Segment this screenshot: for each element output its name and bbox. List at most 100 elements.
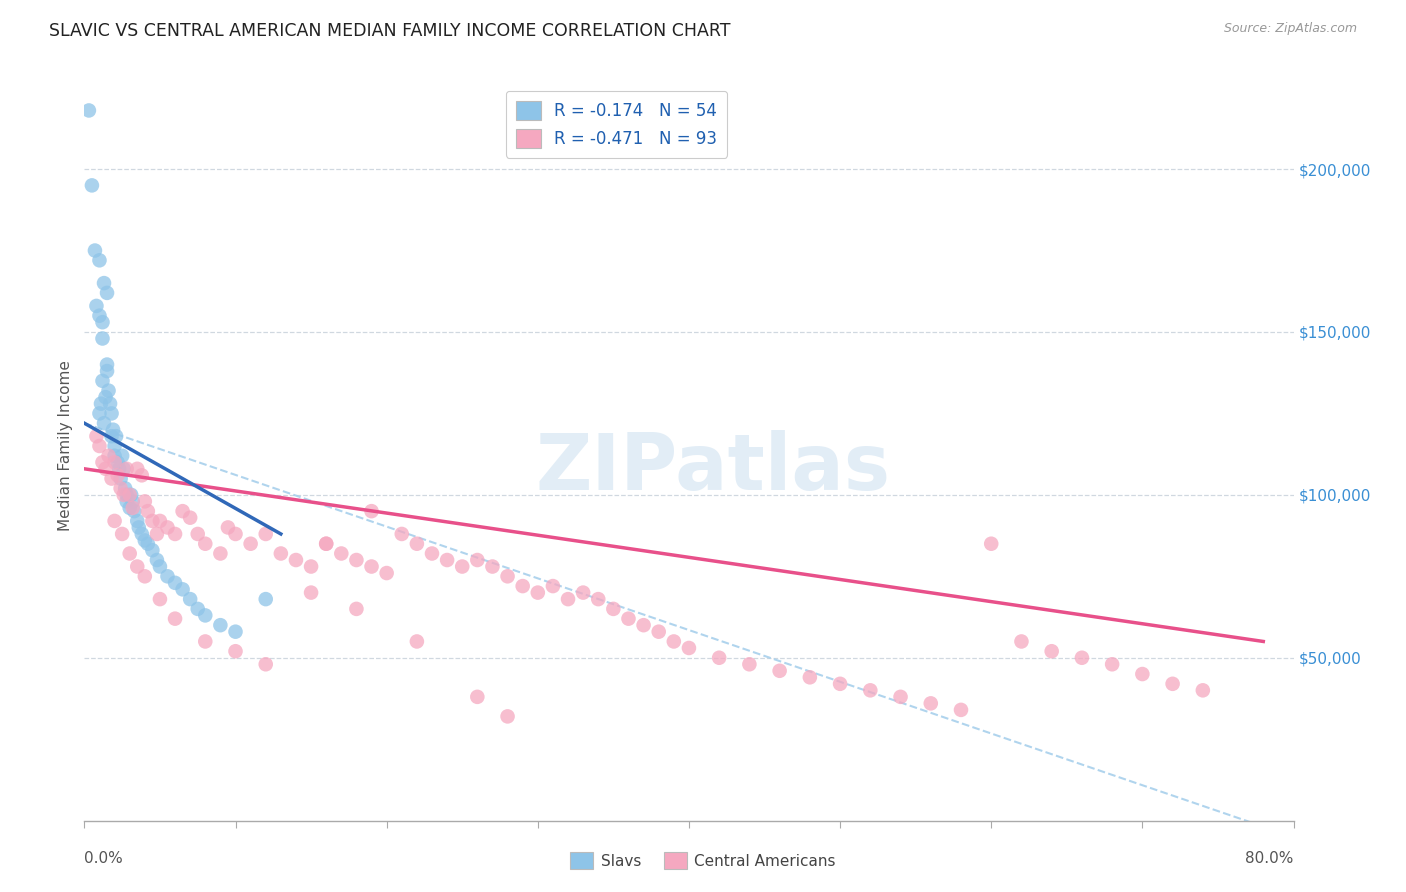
Point (187, 527, 209, 541)
Point (602, 602, 624, 616)
Point (107, 455, 129, 469)
Point (121, 494, 143, 508)
Point (1071, 650, 1094, 665)
Point (165, 612, 187, 626)
Point (146, 553, 169, 567)
Point (149, 559, 172, 574)
Point (165, 575, 187, 590)
Point (225, 527, 247, 541)
Point (112, 462, 135, 476)
Point (950, 703, 973, 717)
Point (96, 364, 118, 378)
Point (451, 559, 474, 574)
Point (209, 547, 232, 561)
Point (136, 504, 159, 518)
Point (127, 462, 149, 476)
Point (617, 612, 640, 626)
Point (194, 608, 217, 623)
Point (980, 537, 1002, 551)
Point (149, 592, 172, 607)
Point (346, 602, 368, 616)
Point (131, 527, 153, 541)
Point (80, 178, 103, 193)
Point (141, 514, 163, 528)
Point (299, 559, 322, 574)
Point (118, 500, 141, 515)
Point (86, 299, 108, 313)
Point (97, 384, 120, 398)
Point (1130, 667, 1153, 681)
Point (406, 537, 429, 551)
Point (1161, 677, 1184, 691)
Point (512, 579, 534, 593)
Point (467, 553, 489, 567)
Point (141, 543, 163, 558)
Point (110, 472, 132, 486)
Point (93, 276, 115, 290)
Point (120, 488, 142, 502)
Point (799, 670, 821, 684)
Point (360, 559, 382, 574)
Point (285, 553, 308, 567)
Point (254, 527, 277, 541)
Point (128, 520, 150, 534)
Point (194, 634, 217, 648)
Point (225, 624, 247, 639)
Point (360, 504, 382, 518)
Point (90, 397, 112, 411)
Point (84, 244, 107, 258)
Point (572, 585, 595, 599)
Point (146, 527, 169, 541)
Point (127, 514, 149, 528)
Point (436, 553, 458, 567)
Point (93, 416, 115, 430)
Point (104, 449, 127, 463)
Point (89, 309, 111, 323)
Point (89, 439, 111, 453)
Point (91, 331, 114, 345)
Point (100, 429, 122, 443)
Point (391, 527, 413, 541)
Point (209, 618, 232, 632)
Point (179, 592, 201, 607)
Point (406, 634, 429, 648)
Point (165, 527, 187, 541)
Point (420, 547, 443, 561)
Point (633, 618, 655, 632)
Point (108, 462, 131, 476)
Text: SLAVIC VS CENTRAL AMERICAN MEDIAN FAMILY INCOME CORRELATION CHART: SLAVIC VS CENTRAL AMERICAN MEDIAN FAMILY… (49, 22, 731, 40)
Point (134, 569, 156, 583)
Point (330, 547, 353, 561)
Point (111, 527, 134, 541)
Point (678, 640, 700, 655)
Point (100, 472, 122, 486)
Point (172, 504, 194, 518)
Point (104, 439, 127, 453)
Point (156, 520, 179, 534)
Point (110, 481, 132, 495)
Point (172, 582, 194, 597)
Point (239, 537, 262, 551)
Point (134, 494, 156, 508)
Point (1011, 634, 1033, 648)
Point (496, 709, 519, 723)
Legend: R = -0.174   N = 54, R = -0.471   N = 93: R = -0.174 N = 54, R = -0.471 N = 93 (506, 91, 727, 158)
Point (91, 374, 114, 388)
Point (346, 553, 368, 567)
Text: ZIPatlas: ZIPatlas (536, 431, 890, 507)
Point (315, 537, 337, 551)
Point (115, 488, 138, 502)
Point (375, 566, 398, 580)
Point (89, 253, 111, 268)
Point (254, 657, 277, 672)
Point (920, 697, 942, 711)
Point (131, 468, 153, 483)
Point (270, 547, 292, 561)
Point (91, 315, 114, 329)
Point (830, 677, 852, 691)
Text: 0.0%: 0.0% (84, 851, 124, 865)
Point (709, 650, 731, 665)
Y-axis label: Median Family Income: Median Family Income (58, 360, 73, 532)
Point (527, 585, 550, 599)
Point (97, 449, 120, 463)
